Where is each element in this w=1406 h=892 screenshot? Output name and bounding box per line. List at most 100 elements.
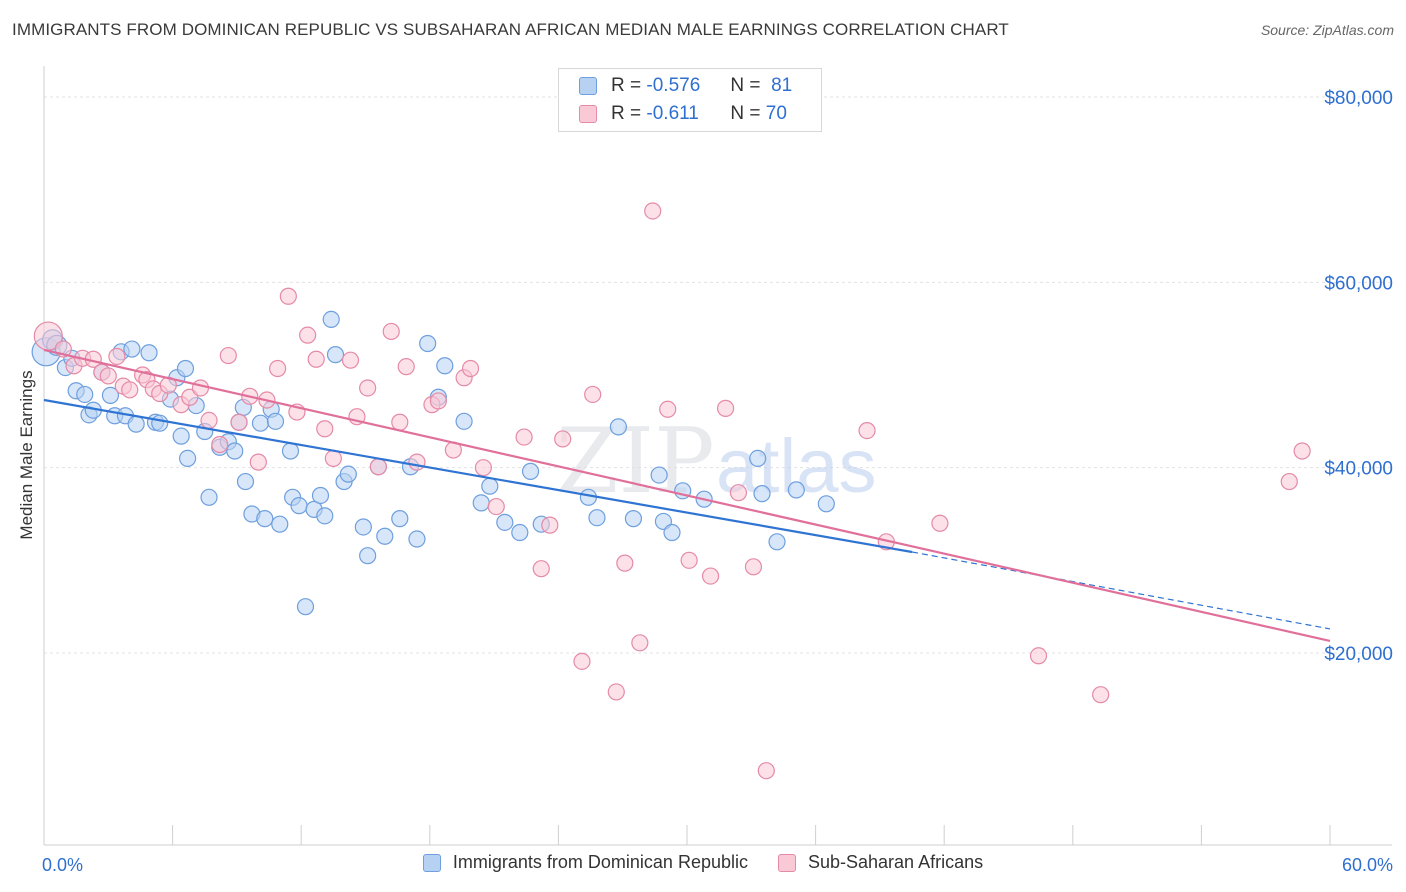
pink-point-58: [680, 551, 698, 569]
pink-point-56: [644, 202, 662, 220]
legend-r-value-pink: -0.611: [646, 103, 699, 124]
stats-legend: R = -0.576 N = 81 R = -0.611 N = 70: [558, 68, 822, 132]
y-axis-title: Median Male Earnings: [17, 370, 36, 539]
pink-point-18: [200, 411, 218, 430]
watermark-zip: ZIP: [556, 409, 715, 514]
blue-point-69: [609, 418, 628, 436]
blue-point-46: [322, 310, 340, 328]
pink-point-49: [541, 516, 559, 534]
legend-r-value-blue: -0.576: [646, 75, 701, 96]
trend-line-blue-dashed: [911, 551, 1331, 630]
pink-point-25: [269, 359, 287, 378]
blue-point-41: [290, 497, 308, 515]
pink-point-51: [573, 652, 591, 670]
blue-point-71: [650, 466, 668, 484]
legend-row-blue: R = -0.576 N = 81: [579, 73, 792, 99]
pink-point-31: [324, 449, 342, 467]
blue-point-65: [521, 462, 540, 480]
pink-point-46: [487, 497, 505, 516]
pink-point-57: [659, 400, 677, 418]
blue-point-79: [787, 481, 805, 499]
pink-point-50: [554, 430, 572, 448]
pink-point-44: [461, 359, 480, 378]
blue-point-56: [408, 530, 426, 548]
blue-point-68: [588, 509, 606, 527]
pink-point-39: [408, 453, 426, 471]
pink-point-60: [716, 399, 735, 417]
pink-point-68: [1092, 686, 1110, 704]
pink-point-6: [99, 367, 117, 385]
pink-point-64: [858, 422, 876, 440]
pink-point-53: [607, 683, 625, 701]
blue-point-37: [266, 412, 285, 430]
blue-point-45: [316, 507, 334, 525]
blue-point-54: [391, 510, 409, 528]
blue-point-18: [151, 414, 169, 432]
series-name-pink: Sub-Saharan Africans: [807, 852, 984, 872]
legend-n-value-blue: 81: [771, 75, 793, 96]
blue-point-15: [127, 415, 145, 433]
blue-point-39: [281, 442, 300, 460]
series-legend: Immigrants from Dominican Republic Sub-S…: [0, 852, 1406, 873]
blue-point-77: [753, 485, 771, 503]
pink-point-66: [931, 514, 949, 532]
blue-point-60: [455, 412, 473, 430]
legend-r-label: R =: [611, 103, 642, 124]
blue-point-26: [200, 488, 218, 506]
pink-point-70: [1293, 442, 1311, 460]
legend-n-label: N =: [730, 103, 761, 124]
blue-point-32: [236, 472, 255, 491]
pink-point-23: [249, 453, 267, 471]
legend-r-label: R =: [611, 75, 642, 96]
pink-point-35: [369, 458, 387, 476]
blue-point-34: [251, 414, 270, 432]
blue-point-51: [359, 547, 377, 565]
blue-point-76: [749, 449, 767, 467]
blue-point-22: [176, 359, 195, 378]
grid-lines: [44, 96, 1392, 654]
source-credit: Source: ZipAtlas.com: [1260, 22, 1394, 38]
blue-point-16: [140, 344, 158, 362]
blue-point-6: [76, 385, 94, 404]
blue-point-21: [172, 427, 190, 445]
blue-point-49: [339, 465, 357, 483]
x-tick-label-max: 60.0%: [1342, 855, 1393, 875]
legend-swatch-blue: [579, 77, 597, 95]
blue-point-64: [511, 523, 529, 542]
pink-point-9: [121, 381, 139, 399]
chart-title: IMMIGRANTS FROM DOMINICAN REPUBLIC VS SU…: [12, 20, 1009, 39]
pink-point-52: [584, 385, 602, 404]
trend-lines: [43, 348, 1331, 643]
data-points: [31, 202, 1311, 780]
pink-point-36: [382, 322, 400, 341]
trend-line-pink: [43, 348, 1331, 643]
pink-point-55: [631, 634, 649, 652]
x-tick-label-min: 0.0%: [42, 855, 83, 875]
pink-point-69: [1280, 472, 1298, 491]
pink-point-19: [211, 435, 229, 454]
pink-point-37: [391, 413, 409, 431]
pink-point-41: [429, 392, 447, 410]
pink-point-34: [359, 379, 377, 397]
blue-point-70: [624, 510, 643, 528]
blue-point-53: [376, 527, 394, 545]
y-tick-label-1: $40,000: [1324, 459, 1393, 480]
blue-point-61: [472, 494, 490, 512]
series-name-blue: Immigrants from Dominican Republic: [452, 852, 748, 872]
blue-point-47: [326, 346, 345, 364]
blue-point-59: [436, 357, 454, 375]
legend-n-value-pink: 70: [765, 103, 787, 124]
pink-point-62: [744, 558, 763, 576]
blue-point-63: [496, 513, 514, 531]
pink-point-61: [729, 484, 748, 502]
pink-point-38: [397, 358, 415, 376]
series-legend-item-pink: Sub-Saharan Africans: [777, 852, 984, 873]
series-legend-item-blue: Immigrants from Dominican Republic: [422, 852, 748, 873]
pink-point-32: [341, 351, 360, 369]
blue-point-57: [419, 334, 437, 353]
series-swatch-pink: [777, 853, 796, 872]
pink-point-63: [757, 762, 775, 780]
legend-n-label: N =: [730, 75, 761, 96]
pink-point-21: [230, 413, 248, 431]
y-tick-label-3: $80,000: [1324, 88, 1393, 109]
